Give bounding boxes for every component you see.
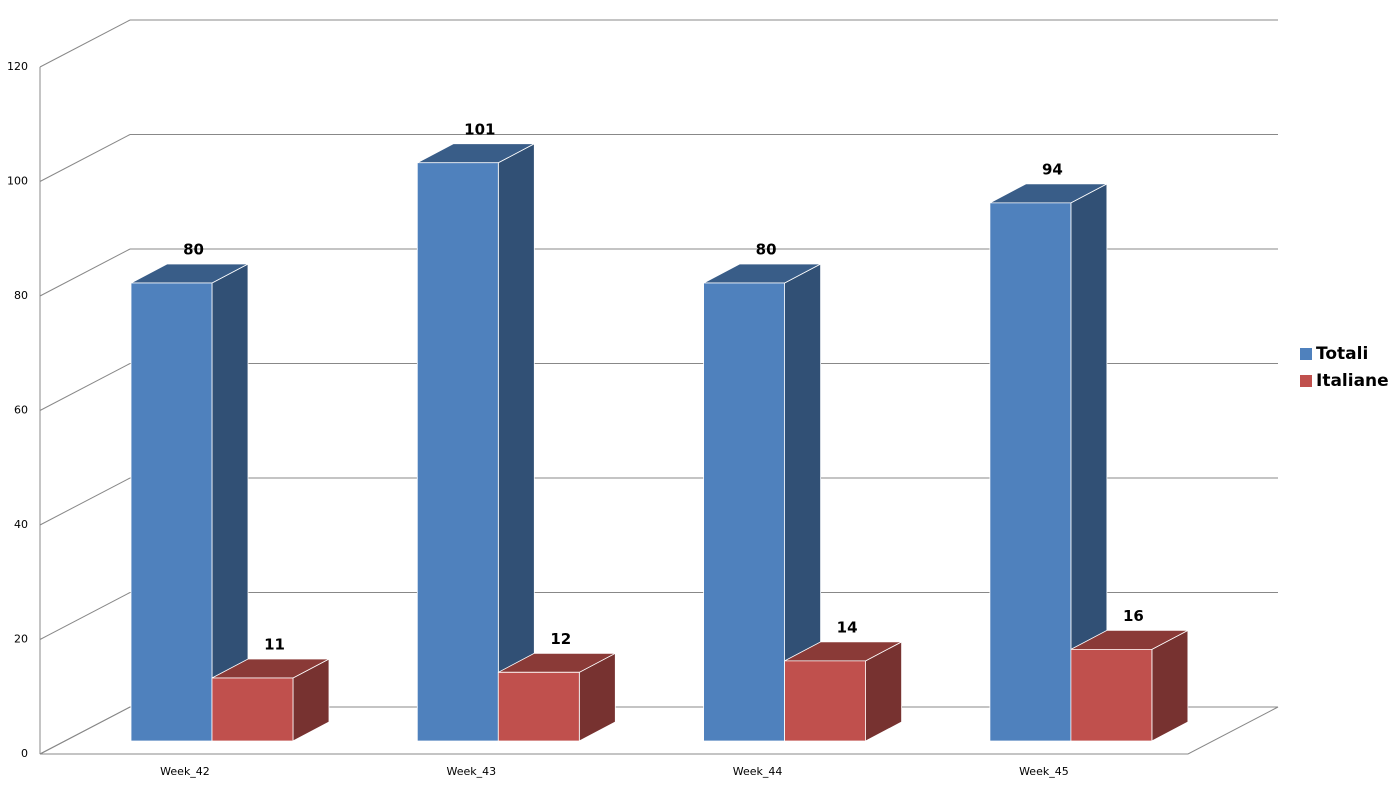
legend-label: Italiane <box>1316 371 1389 391</box>
bar <box>211 658 330 742</box>
value-label: 80 <box>756 241 777 259</box>
value-label: 80 <box>183 241 204 259</box>
grid-line <box>39 363 131 411</box>
grid-line <box>39 706 131 755</box>
y-tick-label: 20 <box>14 633 28 646</box>
y-tick-label: 0 <box>21 747 28 760</box>
bar-front <box>703 282 785 742</box>
bar-front <box>497 671 580 742</box>
legend-swatch <box>1300 348 1312 360</box>
x-tick-label: Week_43 <box>446 765 496 778</box>
x-tick-label: Week_42 <box>160 765 210 778</box>
bar <box>416 143 535 742</box>
value-label: 16 <box>1123 607 1144 625</box>
y-tick-label: 120 <box>7 60 28 73</box>
bar <box>1070 629 1189 742</box>
bar-front <box>784 660 866 742</box>
y-tick-label: 80 <box>14 289 28 302</box>
value-label: 11 <box>264 636 285 654</box>
legend-swatch <box>1300 375 1312 387</box>
value-label: 94 <box>1042 160 1063 178</box>
grid-line <box>39 134 131 182</box>
bar-side <box>497 143 535 742</box>
bar <box>497 652 616 742</box>
value-label: 14 <box>837 618 858 636</box>
x-tick-label: Week_45 <box>1019 765 1069 778</box>
legend-label: Totali <box>1316 344 1368 364</box>
x-tick-label: Week_44 <box>733 765 783 778</box>
bar <box>703 263 821 742</box>
grid-line <box>39 19 131 68</box>
value-label: 12 <box>550 630 571 648</box>
y-tick-label: 60 <box>14 404 28 417</box>
bar-front <box>1070 649 1153 742</box>
bar-front <box>211 677 294 742</box>
grid-line <box>39 248 131 297</box>
grid-line <box>39 477 131 526</box>
y-tick-label: 40 <box>14 518 28 531</box>
bar <box>989 183 1108 742</box>
bar-front <box>989 202 1072 742</box>
y-tick-label: 100 <box>7 175 28 188</box>
grid-line <box>39 592 131 640</box>
bar <box>130 263 249 742</box>
bar-front <box>416 162 499 742</box>
bar <box>784 641 902 742</box>
value-label: 101 <box>464 120 495 138</box>
bar-front <box>130 282 213 742</box>
